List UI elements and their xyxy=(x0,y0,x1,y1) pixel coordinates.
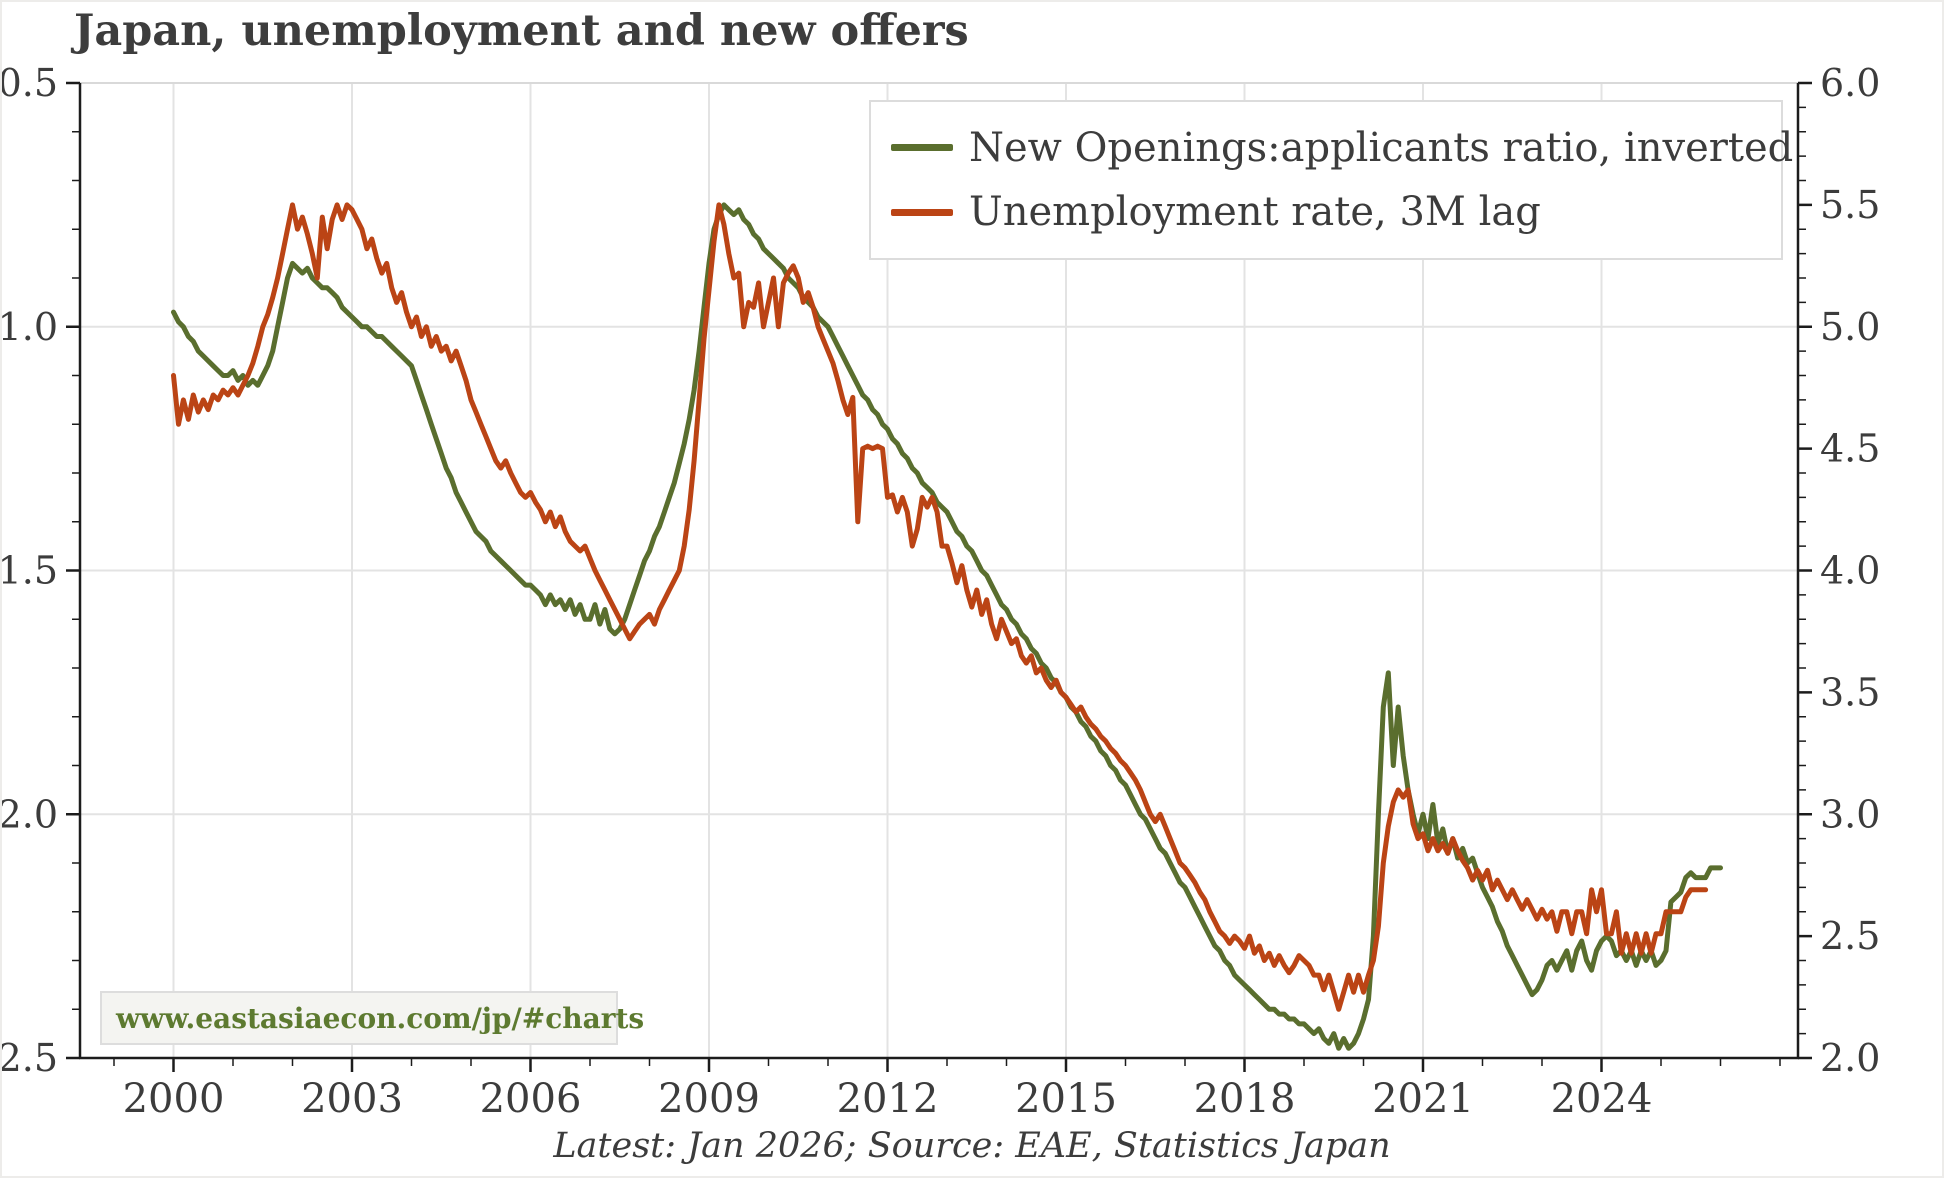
right-axis-tick-label: 4.0 xyxy=(1820,549,1880,593)
watermark-url: www.eastasiaecon.com/jp/#charts xyxy=(116,1001,645,1035)
right-axis-tick-label: 3.5 xyxy=(1820,670,1880,714)
x-axis-tick-label: 2018 xyxy=(1194,1076,1296,1122)
openings-ratio-line xyxy=(171,202,1723,1051)
unemployment-line xyxy=(171,202,1709,1012)
right-axis-tick-label: 2.0 xyxy=(1820,1036,1880,1080)
left-axis-tick-label: 0.5 xyxy=(0,61,58,105)
x-axis-tick-label: 2000 xyxy=(123,1076,225,1122)
x-axis-tick-label: 2021 xyxy=(1372,1076,1474,1122)
right-axis-tick-label: 4.5 xyxy=(1820,427,1880,471)
x-axis-tick-label: 2024 xyxy=(1551,1076,1653,1122)
left-axis-tick-label: 1.5 xyxy=(0,549,58,593)
right-axis-tick-label: 2.5 xyxy=(1820,914,1880,958)
left-axis-tick-label: 1.0 xyxy=(0,305,58,349)
axis-tick-labels: 0.5 1.0 1.5 2.0 2.5 6.0 5.5 5.0 4.5 4.0 3.5 3.0 2.5 2… xyxy=(0,61,1880,1122)
legend-label-openings-ratio: New Openings:applicants ratio, inverted xyxy=(969,124,1794,171)
chart-title: Japan, unemployment and new offers xyxy=(74,6,969,56)
axis-ticks xyxy=(66,81,1812,1072)
right-axis-tick-label: 5.0 xyxy=(1820,305,1880,349)
legend-box: New Openings:applicants ratio, inverted … xyxy=(869,100,1793,260)
legend-label-unemployment: Unemployment rate, 3M lag xyxy=(969,189,1541,236)
x-axis-tick-label: 2006 xyxy=(480,1076,582,1122)
unemployment-line-swatch xyxy=(891,208,953,216)
x-axis-tick-label: 2012 xyxy=(837,1076,939,1122)
right-axis-tick-label: 3.0 xyxy=(1820,792,1880,836)
x-axis-tick-label: 2003 xyxy=(301,1076,403,1122)
right-axis-tick-label: 6.0 xyxy=(1820,61,1880,105)
x-axis-tick-label: 2015 xyxy=(1015,1076,1117,1122)
openings-ratio-line-swatch xyxy=(891,144,953,152)
left-axis-tick-label: 2.5 xyxy=(0,1036,58,1080)
legend-item-unemployment: Unemployment rate, 3M lag xyxy=(891,189,1781,235)
right-axis-tick-label: 5.5 xyxy=(1820,183,1880,227)
left-axis-tick-label: 2.0 xyxy=(0,792,58,836)
watermark-box: www.eastasiaecon.com/jp/#charts xyxy=(100,991,644,1045)
source-caption: Latest: Jan 2026; Source: EAE, Statistic… xyxy=(553,1126,1391,1166)
legend-item-openings-ratio: New Openings:applicants ratio, inverted xyxy=(891,125,1793,171)
x-axis-tick-label: 2009 xyxy=(658,1076,760,1122)
